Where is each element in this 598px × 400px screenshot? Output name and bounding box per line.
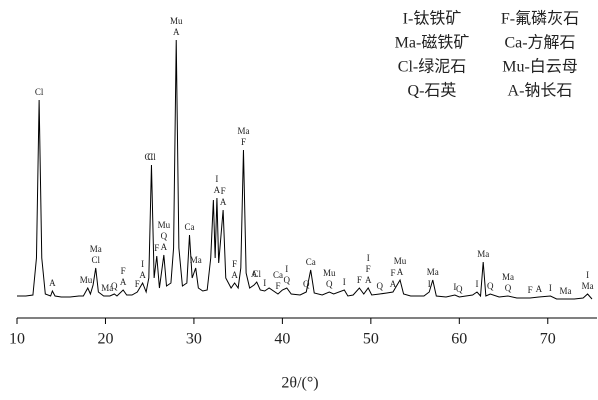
key-entry: I-钛铁矿 [403, 10, 462, 28]
phase-label: A [161, 242, 168, 252]
x-tick-label: 30 [186, 331, 202, 348]
phase-label: Cl [147, 152, 156, 162]
phase-label: F [241, 137, 246, 147]
key-entry: Q-石英 [408, 82, 457, 100]
phase-label: A [120, 277, 127, 287]
phase-label: Ma [582, 281, 594, 291]
xrd-pattern [17, 39, 593, 300]
phase-label: A [251, 269, 258, 279]
phase-label: Cl [145, 152, 154, 162]
phase-label: Cl [91, 255, 100, 265]
key-entry: Ca-方解石 [504, 34, 575, 52]
phase-label: Q [161, 231, 168, 241]
phase-label: Cl [35, 87, 44, 97]
key-entry: Cl-绿泥石 [398, 58, 466, 76]
phase-label: Q [326, 279, 333, 289]
phase-label: Ma [237, 126, 249, 136]
phase-label: Q [505, 283, 512, 293]
phase-label: Ma [502, 272, 514, 282]
x-tick-label: 50 [363, 331, 379, 348]
phase-label: Q [487, 281, 494, 291]
phase-label: F [528, 285, 533, 295]
phase-label: Ma [90, 244, 102, 254]
phase-label: Ca [306, 257, 316, 267]
phase-label: I [428, 279, 431, 289]
phase-label: Mu [394, 256, 407, 266]
phase-label: Q [303, 279, 310, 289]
phase-label: A [49, 278, 56, 288]
phase-label: I [343, 277, 346, 287]
phase-label: Cl [252, 269, 261, 279]
phase-label: Q [376, 281, 383, 291]
phase-label: A [220, 197, 227, 207]
phase-label: Ma [559, 286, 571, 296]
phase-label: I [453, 282, 456, 292]
phase-label: Q [456, 284, 463, 294]
phase-label: Mu [158, 220, 171, 230]
phase-label: A [390, 279, 397, 289]
phase-label: A [536, 284, 543, 294]
phase-label: A [139, 270, 146, 280]
phase-label: F [232, 259, 237, 269]
phase-label: I [476, 279, 479, 289]
phase-label: I [367, 253, 370, 263]
phase-label: A [173, 27, 180, 37]
phase-label: I [263, 278, 266, 288]
phase-label: A [365, 275, 372, 285]
phase-label: Ma [101, 283, 113, 293]
phase-label: Mu [80, 275, 93, 285]
phase-label: F [221, 186, 226, 196]
x-axis-label: 2θ/(°) [281, 375, 318, 392]
phase-label: Ca [273, 270, 283, 280]
phase-label: A [231, 270, 238, 280]
x-tick-label: 20 [97, 331, 113, 348]
phase-label: F [357, 275, 362, 285]
phase-label: I [549, 283, 552, 293]
phase-label: Mu [170, 16, 183, 26]
phase-label: Ca [185, 222, 195, 232]
phase-label: F [135, 279, 140, 289]
phase-label: I [141, 259, 144, 269]
phase-label: Mu [323, 268, 336, 278]
key-entry: F-氟磷灰石 [501, 10, 579, 28]
x-tick-label: 40 [274, 331, 290, 348]
phase-label: Q [111, 281, 118, 291]
x-tick-label: 70 [540, 331, 556, 348]
phase-label: A [214, 185, 221, 195]
phase-label: Ma [427, 267, 439, 277]
phase-label: F [275, 281, 280, 291]
phase-label: Q [284, 275, 291, 285]
key-entry: Mu-白云母 [502, 58, 578, 76]
x-tick-label: 10 [9, 331, 25, 348]
phase-label: I [215, 174, 218, 184]
key-entry: A-钠长石 [508, 82, 573, 100]
key-entry: Ma-磁铁矿 [395, 34, 470, 52]
phase-label: I [586, 270, 589, 280]
phase-label: F [390, 268, 395, 278]
phase-label: F [366, 264, 371, 274]
phase-label: F [154, 243, 159, 253]
x-tick-label: 60 [451, 331, 467, 348]
phase-label: I [285, 264, 288, 274]
phase-label: A [397, 267, 404, 277]
phase-label: Ma [477, 249, 489, 259]
phase-label: F [121, 266, 126, 276]
phase-label: Ma [190, 255, 202, 265]
